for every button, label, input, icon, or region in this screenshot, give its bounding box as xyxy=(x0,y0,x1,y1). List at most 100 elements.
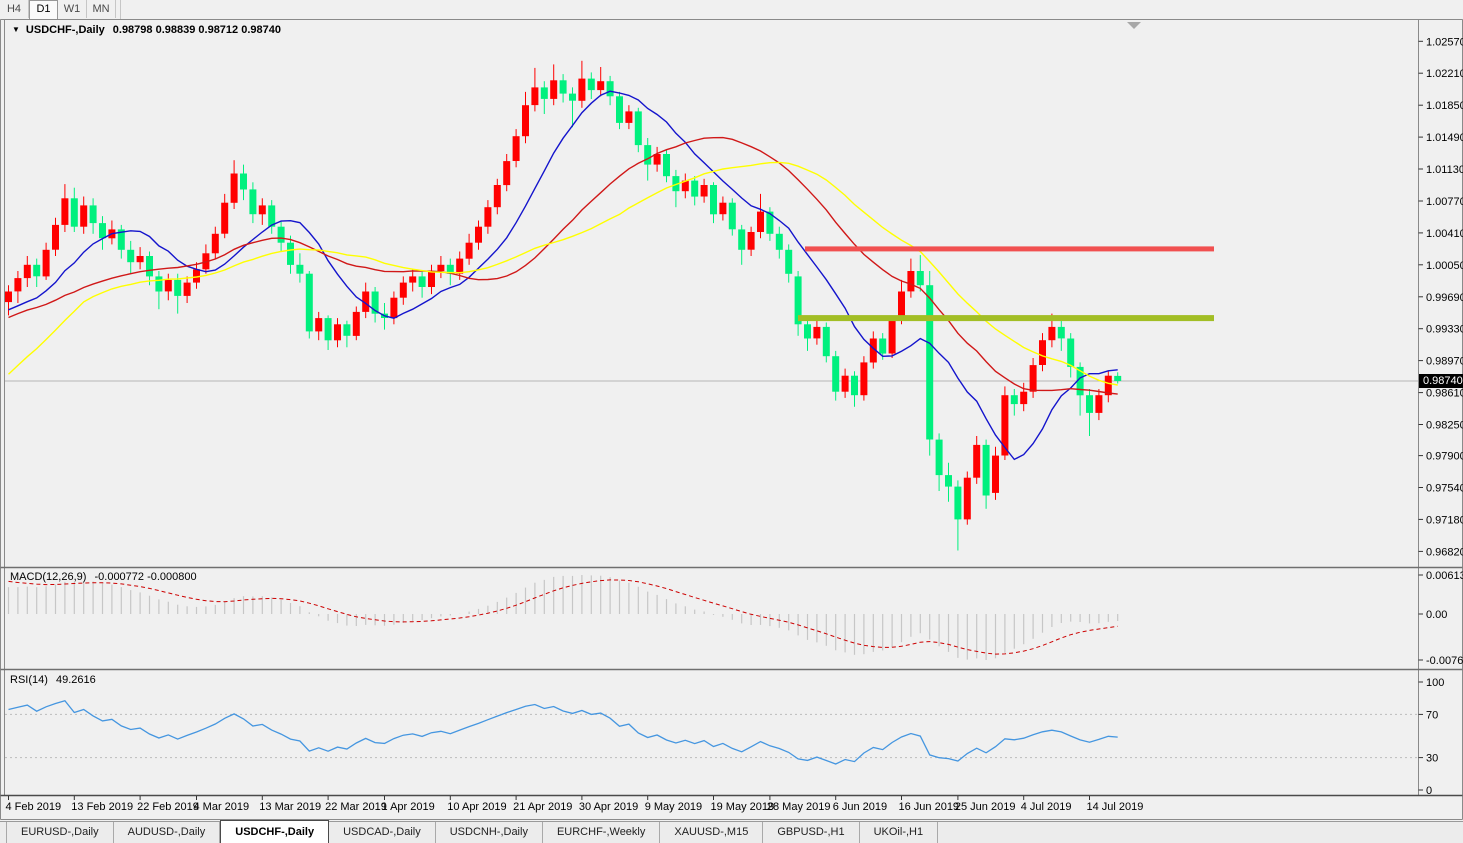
candle-body xyxy=(1048,326,1056,341)
candle-body xyxy=(747,232,755,250)
chart-symbol-title: USDCHF-,Daily xyxy=(25,24,105,36)
macd-indicator-name: MACD(12,26,9) xyxy=(10,571,87,583)
candle-body xyxy=(437,264,445,271)
candle-body xyxy=(399,282,407,298)
date-axis-label: 22 Feb 2019 xyxy=(137,801,199,813)
chart-tab-usdcnhdaily[interactable]: USDCNH-,Daily xyxy=(436,822,543,843)
candle-body xyxy=(1001,395,1009,456)
candle-body xyxy=(61,198,69,225)
candle-body xyxy=(634,111,642,146)
candle-body xyxy=(1029,365,1037,392)
candle-body xyxy=(644,145,652,165)
candle-body xyxy=(785,249,793,274)
candle-body xyxy=(352,311,360,336)
macd-histogram xyxy=(7,575,1119,660)
macd-axis-label: -0.007612 xyxy=(1426,655,1463,667)
candle-body xyxy=(766,211,774,234)
candle-body xyxy=(42,249,50,277)
chart-tab-audusddaily[interactable]: AUDUSD-,Daily xyxy=(114,822,221,843)
candle-body xyxy=(982,444,990,496)
date-axis-label: 19 May 2019 xyxy=(711,801,775,813)
rsi-axis-label: 30 xyxy=(1426,753,1438,765)
candle-body xyxy=(540,87,548,99)
candle-body xyxy=(99,223,106,239)
chart-tab-gbpusdh1[interactable]: GBPUSD-,H1 xyxy=(763,822,860,843)
toolbar-separator xyxy=(116,0,121,19)
chart-tab-xauusdm15[interactable]: XAUUSD-,M15 xyxy=(660,822,764,843)
macd-pane-label: MACD(12,26,9) -0.000772 -0.000800 xyxy=(10,571,197,583)
price-axis-label: 0.97900 xyxy=(1426,451,1463,463)
candle-body xyxy=(89,205,97,224)
candle-body xyxy=(728,202,736,230)
objects-toggle-icon[interactable]: ▼ xyxy=(12,25,20,34)
date-axis[interactable] xyxy=(8,796,1090,800)
candle-body xyxy=(879,338,887,354)
candle-body xyxy=(258,205,266,215)
candle-body xyxy=(719,202,727,215)
date-axis-label: 4 Mar 2019 xyxy=(194,801,250,813)
date-axis-label: 28 May 2019 xyxy=(767,801,831,813)
date-axis-label: 25 Jun 2019 xyxy=(955,801,1016,813)
candle-body xyxy=(1010,395,1018,405)
chart-tab-eurchfweekly[interactable]: EURCHF-,Weekly xyxy=(543,822,661,843)
candle-body xyxy=(512,136,520,161)
candle-body xyxy=(503,161,511,186)
resistance-line-object[interactable] xyxy=(805,246,1214,252)
moving-average-34 xyxy=(8,161,1118,386)
timeframe-button-mn[interactable]: MN xyxy=(87,0,116,18)
candle-body xyxy=(597,81,605,91)
price-axis-label: 0.96820 xyxy=(1426,546,1463,558)
timeframe-button-w1[interactable]: W1 xyxy=(58,0,87,18)
candle-body xyxy=(663,154,670,177)
candle-body xyxy=(371,291,379,314)
price-axis-label: 0.98610 xyxy=(1426,388,1463,400)
date-axis-label: 14 Jul 2019 xyxy=(1087,801,1144,813)
chart-tab-ukoilh1[interactable]: UKOil-,H1 xyxy=(860,822,939,843)
chart-tab-usdcaddaily[interactable]: USDCAD-,Daily xyxy=(329,822,436,843)
candle-body xyxy=(362,291,370,312)
candle-body xyxy=(813,326,821,339)
rsi-pane-label: RSI(14) 49.2616 xyxy=(10,674,96,686)
price-axis-label: 1.02570 xyxy=(1426,36,1463,48)
price-axis-label: 0.97540 xyxy=(1426,483,1463,495)
rsi-axis-label: 0 xyxy=(1426,785,1432,797)
chart-tab-usdchfdaily[interactable]: USDCHF-,Daily xyxy=(220,820,330,843)
candle-body xyxy=(822,326,830,357)
candle-body xyxy=(1114,375,1122,381)
candle-body xyxy=(277,226,285,243)
date-axis-label: 10 Apr 2019 xyxy=(447,801,506,813)
candle-body xyxy=(973,444,981,478)
candle-body xyxy=(550,80,558,99)
price-axis-label: 1.00410 xyxy=(1426,228,1463,240)
rsi-indicator-name: RSI(14) xyxy=(10,674,48,686)
candle-body xyxy=(710,185,717,215)
price-axis-label: 0.99690 xyxy=(1426,292,1463,304)
candle-body xyxy=(888,320,896,354)
support-line-object[interactable] xyxy=(798,315,1214,322)
candle-body xyxy=(1104,375,1112,396)
macd-indicator-values: -0.000772 -0.000800 xyxy=(94,571,197,583)
candle-body xyxy=(5,291,12,303)
candle-body xyxy=(606,81,614,97)
candle-body xyxy=(315,318,323,332)
candle-body xyxy=(963,477,971,520)
date-axis-label: 21 Apr 2019 xyxy=(513,801,572,813)
timeframe-button-h4[interactable]: H4 xyxy=(0,0,29,18)
rsi-axis-label: 70 xyxy=(1426,709,1438,721)
chart-tab-eurusddaily[interactable]: EURUSD-,Daily xyxy=(6,822,114,843)
chart-shift-marker-icon xyxy=(1127,22,1141,29)
date-axis-label: 4 Jul 2019 xyxy=(1021,801,1072,813)
candle-body xyxy=(211,233,219,254)
candle-body xyxy=(465,242,473,259)
date-axis-label: 13 Mar 2019 xyxy=(259,801,321,813)
candle-body xyxy=(945,475,952,487)
candle-body xyxy=(475,226,482,243)
price-axis[interactable] xyxy=(1418,40,1424,552)
candle-body xyxy=(127,249,135,263)
candle-body xyxy=(1020,391,1028,405)
candle-body xyxy=(52,224,59,250)
candle-body xyxy=(794,276,802,325)
candle-body xyxy=(146,256,153,277)
price-axis-label: 1.01490 xyxy=(1426,132,1463,144)
